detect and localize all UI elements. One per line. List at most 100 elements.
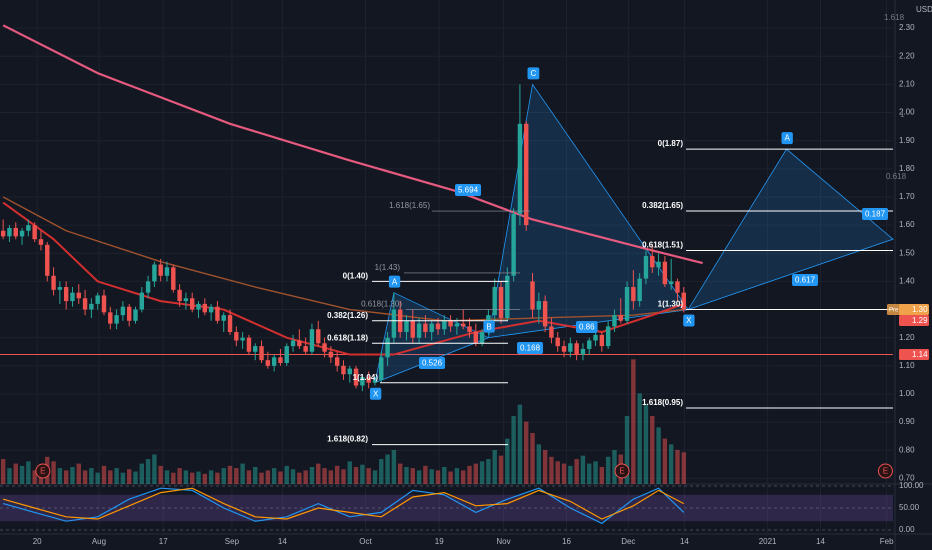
- ratio-label: 0.526: [419, 357, 446, 369]
- oscillator-line: [2, 487, 685, 520]
- x-tick-label: Dec: [621, 537, 635, 546]
- pattern-point-label: X: [683, 314, 695, 327]
- candle-body: [95, 295, 100, 304]
- event-label: E: [619, 467, 624, 476]
- candle-body: [341, 365, 346, 375]
- candle-body: [177, 289, 182, 302]
- candle-body: [101, 295, 107, 313]
- candle-body: [505, 275, 510, 318]
- moving-average: [2, 196, 684, 322]
- candle-body: [290, 340, 296, 347]
- pattern-point-label-bg: [483, 320, 495, 333]
- volume-bar: [297, 472, 302, 484]
- candle-body: [587, 340, 592, 349]
- volume-bar: [347, 461, 352, 484]
- x-tick-label: Oct: [359, 537, 372, 546]
- candle-body: [120, 306, 126, 316]
- x-tick-label: 14: [278, 537, 287, 546]
- volume-bar: [662, 438, 668, 484]
- candle-body: [63, 287, 69, 302]
- candle-body: [309, 329, 315, 352]
- axis-note: 1.618: [884, 13, 905, 22]
- candle-body: [278, 357, 283, 363]
- price-badge: [899, 349, 929, 361]
- candle-body: [246, 337, 252, 352]
- candle-body: [240, 337, 245, 341]
- candle-body: [82, 298, 88, 310]
- volume-bar: [7, 468, 12, 484]
- y-tick-label: 1.60: [899, 220, 915, 229]
- candle-body: [51, 275, 56, 290]
- volume-bar: [190, 472, 195, 484]
- x-tick-label: 17: [159, 537, 168, 546]
- volume-bar: [460, 470, 466, 484]
- volume-bar: [158, 465, 163, 484]
- volume-bar: [397, 463, 403, 484]
- candle-body: [511, 213, 516, 276]
- candle-body: [32, 225, 37, 240]
- volume-bar: [675, 450, 680, 484]
- candle-body: [215, 306, 220, 321]
- volume-bar: [278, 471, 283, 484]
- volume-bar: [593, 461, 598, 484]
- oscillator-tick-label: 100.00: [899, 481, 924, 490]
- volume-bar: [114, 468, 119, 484]
- y-tick-label: 2.30: [899, 23, 915, 32]
- pattern-point-label-bg: [388, 275, 401, 288]
- event-label: E: [883, 467, 888, 476]
- x-tick-label: 2021: [759, 537, 777, 546]
- pattern-point-label: A: [781, 132, 793, 145]
- volume-bar: [126, 469, 132, 484]
- fib-label: 0.618(1.30): [361, 300, 402, 309]
- event-label: E: [40, 467, 45, 476]
- candle-body: [347, 368, 352, 375]
- ratio-label-text: 0.526: [422, 359, 443, 368]
- oscillator-line: [2, 487, 685, 525]
- candle-body: [416, 323, 422, 338]
- candle-body: [297, 340, 302, 347]
- candle-body: [76, 292, 81, 299]
- volume-bar: [76, 463, 81, 484]
- candle-body: [391, 309, 397, 338]
- volume-bar: [650, 416, 655, 484]
- volume-bar: [574, 459, 579, 484]
- pattern-point-label-text: C: [531, 69, 537, 78]
- candle-body: [253, 346, 258, 352]
- volume-bar: [624, 416, 630, 484]
- pattern-point-label-bg: [683, 314, 695, 327]
- volume-bar: [303, 470, 308, 484]
- currency: USD: [916, 5, 932, 14]
- price-badge-text: 1.14: [912, 350, 928, 359]
- pattern-point-label-text: X: [373, 389, 379, 398]
- candle-body: [568, 343, 573, 352]
- oscillator-tick-label: 50.00: [899, 503, 920, 512]
- candle-body: [429, 323, 434, 333]
- volume-bar: [26, 461, 31, 484]
- volume-bar: [152, 454, 157, 484]
- candle-body: [423, 323, 428, 333]
- volume-bar: [322, 468, 327, 484]
- volume-bar: [183, 470, 189, 484]
- volume-bar: [511, 416, 516, 484]
- x-tick-label: 14: [816, 537, 825, 546]
- volume-bar: [82, 470, 88, 484]
- volume-bar: [227, 465, 233, 484]
- volume-bar: [366, 468, 371, 484]
- candle-body: [353, 368, 359, 386]
- volume-bar: [517, 404, 523, 484]
- candle-body: [360, 377, 365, 386]
- volume-bar: [208, 470, 214, 484]
- y-tick-label: 0.80: [899, 445, 915, 454]
- volume-bar: [479, 461, 485, 484]
- volume-bar: [171, 472, 176, 484]
- x-tick-label: Aug: [92, 537, 106, 546]
- volume-bar: [13, 463, 18, 484]
- y-tick-label: 1.20: [899, 333, 915, 342]
- y-tick-label: 1.00: [899, 389, 915, 398]
- candle-body: [126, 306, 132, 321]
- candle-body: [259, 346, 264, 361]
- y-tick-label: 2.00: [899, 108, 915, 117]
- volume-bar: [101, 465, 107, 484]
- candle-body: [492, 287, 497, 316]
- candle-body: [0, 230, 6, 237]
